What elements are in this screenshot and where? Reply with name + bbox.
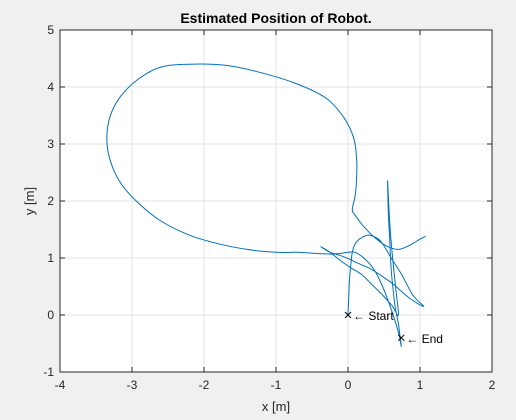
- annotation-label: ← End: [406, 332, 443, 346]
- x-tick-label: 0: [345, 378, 352, 392]
- axis-ticks: -4 -3 -2 -1 0 1 2 -1 0 1 2 3 4 5: [43, 23, 495, 392]
- y-tick-label: 4: [47, 80, 54, 94]
- point-marker: [344, 311, 352, 319]
- chart-title: Estimated Position of Robot.: [180, 10, 371, 26]
- x-tick-label: -4: [55, 378, 66, 392]
- x-axis-label: x [m]: [262, 399, 290, 414]
- data-series: [106, 63, 427, 347]
- x-tick-label: -3: [127, 378, 138, 392]
- y-tick-label: 5: [47, 23, 54, 37]
- y-tick-label: 0: [47, 308, 54, 322]
- axes-border: [59, 29, 493, 373]
- annotation-label: ← Start: [353, 309, 394, 323]
- x-tick-label: -1: [271, 378, 282, 392]
- y-tick-label: 1: [47, 251, 54, 265]
- trajectory-line: [106, 63, 427, 347]
- annotations: ← Start ← End: [344, 309, 443, 346]
- y-axis-label: y [m]: [22, 187, 37, 215]
- y-tick-label: -1: [43, 365, 54, 379]
- y-tick-label: 2: [47, 194, 54, 208]
- x-tick-label: 2: [489, 378, 496, 392]
- x-tick-label: -2: [199, 378, 210, 392]
- point-marker: [397, 334, 405, 342]
- x-tick-label: 1: [417, 378, 424, 392]
- grid: [60, 30, 492, 372]
- y-tick-label: 3: [47, 137, 54, 151]
